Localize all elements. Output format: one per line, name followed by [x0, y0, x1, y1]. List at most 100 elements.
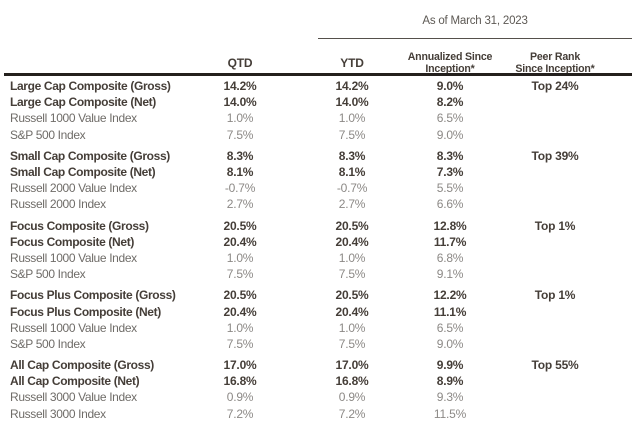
peer-rank-value: [492, 303, 618, 319]
row-label: Focus Plus Composite (Net): [10, 304, 161, 319]
ytd-value: 14.0%: [335, 95, 369, 110]
table-row: Small Cap Composite (Gross) 8.3% 8.3% 8.3% T…: [4, 143, 618, 164]
table-row: Focus Composite (Net) 20.4% 20.4% 11.7%: [4, 234, 618, 250]
ytd-value: -0.7%: [336, 181, 368, 196]
performance-table: Large Cap Composite (Gross) 14.2% 14.2% 9.0…: [4, 78, 618, 422]
ytd-value: 1.0%: [338, 111, 366, 126]
table-body-wrap: Large Cap Composite (Gross) 14.2% 14.2% 9.0…: [4, 78, 618, 422]
qtd-value: 14.0%: [223, 95, 257, 110]
qtd-value: 7.5%: [226, 336, 254, 351]
annualized-value: 7.3%: [436, 165, 464, 180]
table-row: Large Cap Composite (Net) 14.0% 14.0% 8.2%: [4, 94, 618, 110]
qtd-value: 8.1%: [226, 165, 254, 180]
annualized-value: 8.9%: [436, 374, 464, 389]
table-row: Russell 3000 Index 7.2% 7.2% 11.5%: [4, 406, 618, 422]
table-row: Russell 2000 Value Index -0.7% -0.7% 5.5%: [4, 180, 618, 196]
table-row: Focus Plus Composite (Gross) 20.5% 20.5% 12…: [4, 282, 618, 303]
ytd-value: 20.5%: [335, 288, 369, 303]
qtd-value: 20.4%: [223, 304, 257, 319]
ytd-value: 7.5%: [338, 267, 366, 282]
ytd-value: 8.1%: [338, 165, 366, 180]
ytd-value: 20.4%: [335, 234, 369, 249]
annualized-value: 9.1%: [436, 267, 464, 282]
ytd-value: 7.2%: [338, 406, 366, 421]
ytd-value: 20.5%: [335, 218, 369, 233]
row-label: Russell 1000 Value Index: [10, 250, 137, 265]
table-row: S&P 500 Index 7.5% 7.5% 9.0%: [4, 127, 618, 143]
column-header-qtd: QTD: [190, 50, 290, 76]
ytd-value: 2.7%: [338, 197, 366, 212]
table-row: Large Cap Composite (Gross) 14.2% 14.2% 9.0…: [4, 78, 618, 94]
table-row: Russell 1000 Value Index 1.0% 1.0% 6.5%: [4, 110, 618, 126]
annualized-value: 11.1%: [433, 304, 467, 319]
row-label: Focus Composite (Gross): [10, 218, 149, 233]
row-label: All Cap Composite (Gross): [10, 358, 154, 373]
table-row: S&P 500 Index 7.5% 7.5% 9.0%: [4, 336, 618, 352]
annualized-value: 6.5%: [436, 111, 464, 126]
peer-rank-value: Top 55%: [531, 358, 579, 373]
row-label: Russell 1000 Value Index: [10, 320, 137, 335]
ytd-value: 17.0%: [335, 358, 369, 373]
annualized-value: 8.2%: [436, 95, 464, 110]
row-label: Russell 2000 Value Index: [10, 181, 137, 196]
ytd-value: 1.0%: [338, 250, 366, 265]
peer-rank-value: [492, 389, 618, 405]
table-row: Focus Plus Composite (Net) 20.4% 20.4% 11.1…: [4, 303, 618, 319]
table-row: Russell 1000 Value Index 1.0% 1.0% 6.5%: [4, 320, 618, 336]
peer-rank-value: [492, 336, 618, 352]
annualized-value: 12.8%: [433, 218, 467, 233]
table-row: Russell 3000 Value Index 0.9% 0.9% 9.3%: [4, 389, 618, 405]
ytd-value: 0.9%: [338, 390, 366, 405]
peer-rank-value: Top 39%: [531, 148, 579, 163]
qtd-value: 14.2%: [223, 79, 257, 94]
column-header-annualized: Annualized Since Inception*: [385, 50, 515, 76]
row-label: Large Cap Composite (Gross): [10, 79, 171, 94]
qtd-value: 0.9%: [226, 390, 254, 405]
qtd-value: 7.5%: [226, 267, 254, 282]
row-label: Focus Composite (Net): [10, 234, 134, 249]
peer-rank-value: Top 1%: [534, 218, 576, 233]
qtd-value: 20.5%: [223, 218, 257, 233]
annualized-value: 6.6%: [436, 197, 464, 212]
table-row: Small Cap Composite (Net) 8.1% 8.1% 7.3%: [4, 164, 618, 180]
row-label: Large Cap Composite (Net): [10, 95, 156, 110]
peer-rank-value: Top 24%: [531, 79, 579, 94]
as-of-date: As of March 31, 2023: [422, 15, 528, 27]
column-header-annualized-line2: Inception*: [425, 63, 475, 75]
qtd-value: 16.8%: [223, 374, 257, 389]
qtd-value: 7.2%: [226, 406, 254, 421]
annualized-value: 9.0%: [436, 336, 464, 351]
as-of-underline: [318, 38, 632, 40]
table-row: All Cap Composite (Gross) 17.0% 17.0% 9.9% T…: [4, 352, 618, 373]
peer-rank-value: [492, 180, 618, 196]
table-row: Russell 1000 Value Index 1.0% 1.0% 6.8%: [4, 250, 618, 266]
qtd-value: 1.0%: [226, 111, 254, 126]
ytd-value: 14.2%: [335, 79, 369, 94]
annualized-value: 11.7%: [433, 234, 467, 249]
qtd-value: -0.7%: [224, 181, 256, 196]
column-header-ytd-label: YTD: [340, 56, 364, 70]
qtd-value: 8.3%: [226, 148, 254, 163]
header-divider-rule: [4, 73, 632, 76]
qtd-value: 1.0%: [226, 250, 254, 265]
table-row: S&P 500 Index 7.5% 7.5% 9.1%: [4, 266, 618, 282]
ytd-value: 7.5%: [338, 336, 366, 351]
row-label: Russell 3000 Index: [10, 406, 106, 421]
annualized-value: 6.5%: [436, 320, 464, 335]
annualized-value: 9.0%: [436, 79, 464, 94]
table-row: Focus Composite (Gross) 20.5% 20.5% 12.8% To…: [4, 213, 618, 234]
row-label: Russell 2000 Index: [10, 197, 106, 212]
ytd-value: 1.0%: [338, 320, 366, 335]
peer-rank-value: [492, 266, 618, 282]
row-label: Russell 1000 Value Index: [10, 111, 137, 126]
table-row: Russell 2000 Index 2.7% 2.7% 6.6%: [4, 196, 618, 212]
row-label: Small Cap Composite (Gross): [10, 148, 170, 163]
annualized-value: 9.0%: [436, 127, 464, 142]
annualized-value: 6.8%: [436, 250, 464, 265]
peer-rank-value: [492, 196, 618, 212]
peer-rank-value: [492, 373, 618, 389]
row-label: S&P 500 Index: [10, 267, 86, 282]
annualized-value: 12.2%: [433, 288, 467, 303]
row-label: S&P 500 Index: [10, 336, 86, 351]
peer-rank-value: [492, 94, 618, 110]
